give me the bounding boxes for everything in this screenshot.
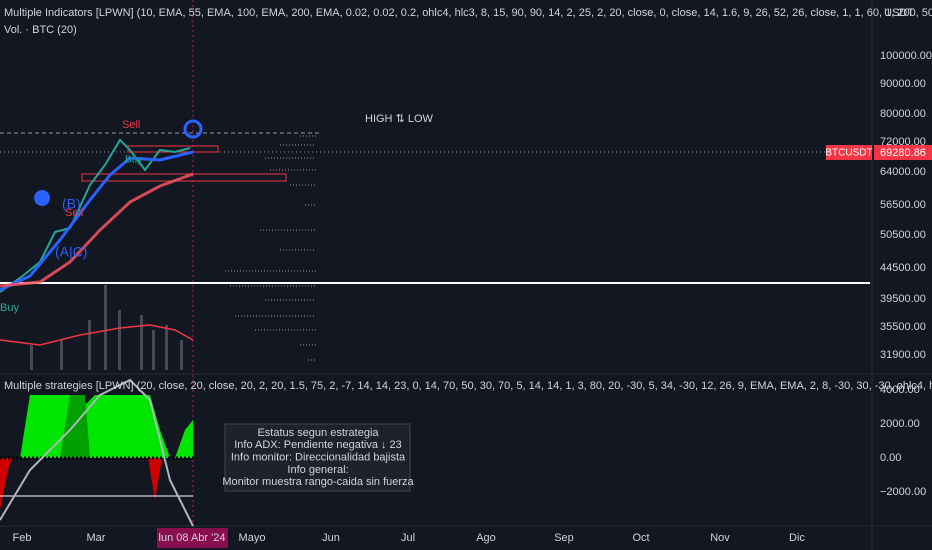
- time-label: Sep: [554, 532, 574, 544]
- price-label: 39500.00: [880, 293, 926, 305]
- info-line: Info ADX: Pendiente negativa ↓ 23: [234, 439, 402, 451]
- price-label: 44500.00: [880, 262, 926, 274]
- marker: [183, 119, 203, 139]
- currency: USDT: [884, 7, 914, 19]
- zone: [81, 173, 287, 182]
- symbol-tag-text: BTCUSDT: [825, 148, 872, 159]
- price-axis: 100000.00 90000.00 80000.00 72000.00 64000.0…: [880, 50, 932, 361]
- signal: Buy: [0, 302, 19, 314]
- info-box: [224, 423, 411, 492]
- lower-label: 2000.00: [880, 418, 920, 430]
- time-label: Feb: [13, 532, 32, 544]
- oscillator: [0, 378, 194, 527]
- info-line: Monitor muestra rango-caida sin fuerza: [222, 476, 414, 488]
- price-label: 56500.00: [880, 199, 926, 211]
- price-tag: [874, 145, 932, 160]
- price-tag-text: 69280.86: [880, 147, 926, 159]
- wave-label: (B): [62, 196, 81, 212]
- price-label: 64000.00: [880, 166, 926, 178]
- time-label: Ago: [476, 532, 496, 544]
- ema-slow: [0, 172, 194, 288]
- info-line: Info monitor: Direccionalidad bajista: [231, 452, 406, 464]
- symbol-tag: [826, 145, 872, 160]
- signal: Buy: [125, 155, 142, 166]
- wave-label: (A|C): [55, 244, 87, 260]
- time-axis: Feb Mar Mayo Jun Jul Ago Sep Oct Nov Dic: [13, 532, 806, 544]
- time-label: Mayo: [239, 532, 266, 544]
- cursor-tag: [157, 528, 228, 548]
- lower-axis: 4000.00 2000.00 0.00 −2000.00: [880, 384, 926, 498]
- price-label: 50500.00: [880, 229, 926, 241]
- volume-legend: Vol. · BTC (20): [4, 24, 77, 36]
- lower-label: 4000.00: [880, 384, 920, 396]
- price-label: 31900.00: [880, 349, 926, 361]
- price-label: 100000.00: [880, 50, 932, 62]
- time-label: Oct: [632, 532, 649, 544]
- ema-fast: [0, 150, 194, 292]
- time-label: Nov: [710, 532, 730, 544]
- annotation: HIGH ⇅ LOW: [365, 113, 434, 125]
- time-label: Jun: [322, 532, 340, 544]
- cursor-date: lun 08 Abr '24: [159, 532, 226, 544]
- time-label: Jul: [401, 532, 415, 544]
- price-label: 90000.00: [880, 78, 926, 90]
- volume-bars: [30, 285, 183, 370]
- time-label: Dic: [789, 532, 805, 544]
- info-line: Estatus segun estrategia: [257, 427, 379, 439]
- price-label: 72000.00: [880, 136, 926, 148]
- time-label: Mar: [87, 532, 106, 544]
- info-line: Info general:: [287, 464, 348, 476]
- marker: [34, 190, 51, 220]
- lower-label: −2000.00: [880, 486, 926, 498]
- price-label: 35500.00: [880, 321, 926, 333]
- signal: Sell: [122, 119, 140, 131]
- price-label: 80000.00: [880, 108, 926, 120]
- volume-profile: [225, 135, 316, 361]
- signal: Sell: [65, 207, 83, 219]
- volume-ma: [0, 324, 194, 346]
- lower-label: 0.00: [880, 452, 901, 464]
- strategy-legend: Multiple strategies [LPWN] (20, close, 2…: [4, 380, 932, 392]
- indicator-legend: Multiple Indicators [LPWN] (10, EMA, 55,…: [4, 7, 932, 19]
